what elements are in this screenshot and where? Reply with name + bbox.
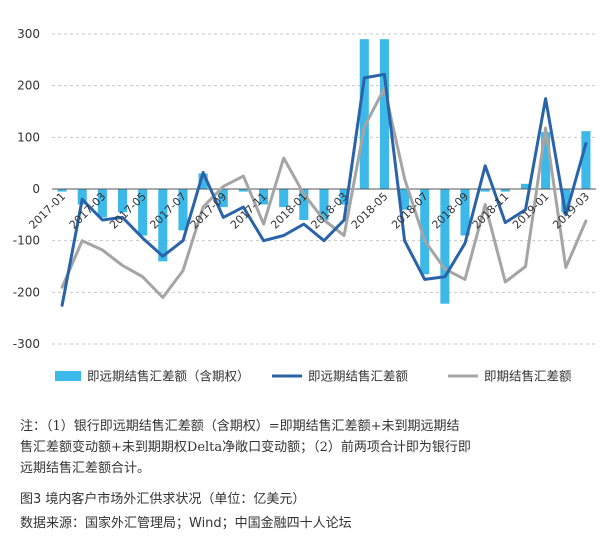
bar [138,189,148,236]
bar [299,189,309,220]
bar [178,189,188,231]
bar [97,189,107,218]
bar [57,189,67,192]
y-tick-label: 300 [17,27,40,41]
x-axis: 2017-012017-032017-052017-072017-092017-… [26,190,592,232]
y-tick-label: 100 [17,130,40,144]
bar [319,189,329,220]
bar [581,131,591,189]
x-tick-label: 2017-09 [188,190,230,232]
chart-notes: 注：（1）银行即远期结售汇差额（含期权）=即期结售汇差额+未到期远期结 售汇差额… [20,416,600,479]
bar [359,39,369,189]
bar [500,189,510,192]
note-line-2: 售汇差额变动额+未到期期权Delta净敞口变动额；（2）前两项合计即为银行即 [20,440,471,455]
x-tick-label: 2018-05 [349,190,391,232]
note-line-1: 注：（1）银行即远期结售汇差额（含期权）=即期结售汇差额+未到期远期结 [20,419,460,434]
x-tick-label: 2017-01 [26,190,68,232]
series-line [60,86,588,299]
series-line [60,72,588,307]
note-line-3: 远期结售汇差额合计。 [20,461,151,476]
bar [440,189,450,304]
y-tick-label: -300 [13,337,40,351]
y-axis: -300 -200 -100 0 100 200 300 [13,27,40,351]
bar [460,189,470,236]
y-tick-label: 200 [17,79,40,93]
bar [279,189,289,208]
legend-label: 即远期结售汇差额（含期权） [87,369,250,384]
bar [339,189,349,205]
bar [77,189,87,205]
figure-source: 数据来源：国家外汇管理局；Wind；中国金融四十人论坛 [20,516,352,531]
bar [379,39,389,189]
figure-title: 图3 境内客户市场外汇供求状况（单位：亿美元） [20,492,306,507]
bar [400,189,410,210]
legend: 即远期结售汇差额（含期权） 即远期结售汇差额 即期结售汇差额 [55,369,572,384]
legend-label: 即远期结售汇差额 [308,369,409,384]
bar [238,189,248,192]
bar [198,173,208,189]
bar [541,132,551,189]
y-tick-label: -100 [13,234,40,248]
bar [520,183,531,189]
bar-series [57,39,591,304]
chart: -300 -200 -100 0 100 200 300 2017-012017-03201… [13,27,596,384]
bar [420,189,430,275]
bar [480,189,490,192]
line-series [60,72,588,307]
bar [259,189,269,205]
bar [561,189,571,213]
legend-label: 即期结售汇差额 [484,369,572,384]
y-tick-label: 0 [32,182,40,196]
legend-swatch [55,371,81,381]
bar [117,189,128,213]
bar [218,189,228,208]
bar [158,189,168,262]
y-tick-label: -200 [13,285,40,299]
